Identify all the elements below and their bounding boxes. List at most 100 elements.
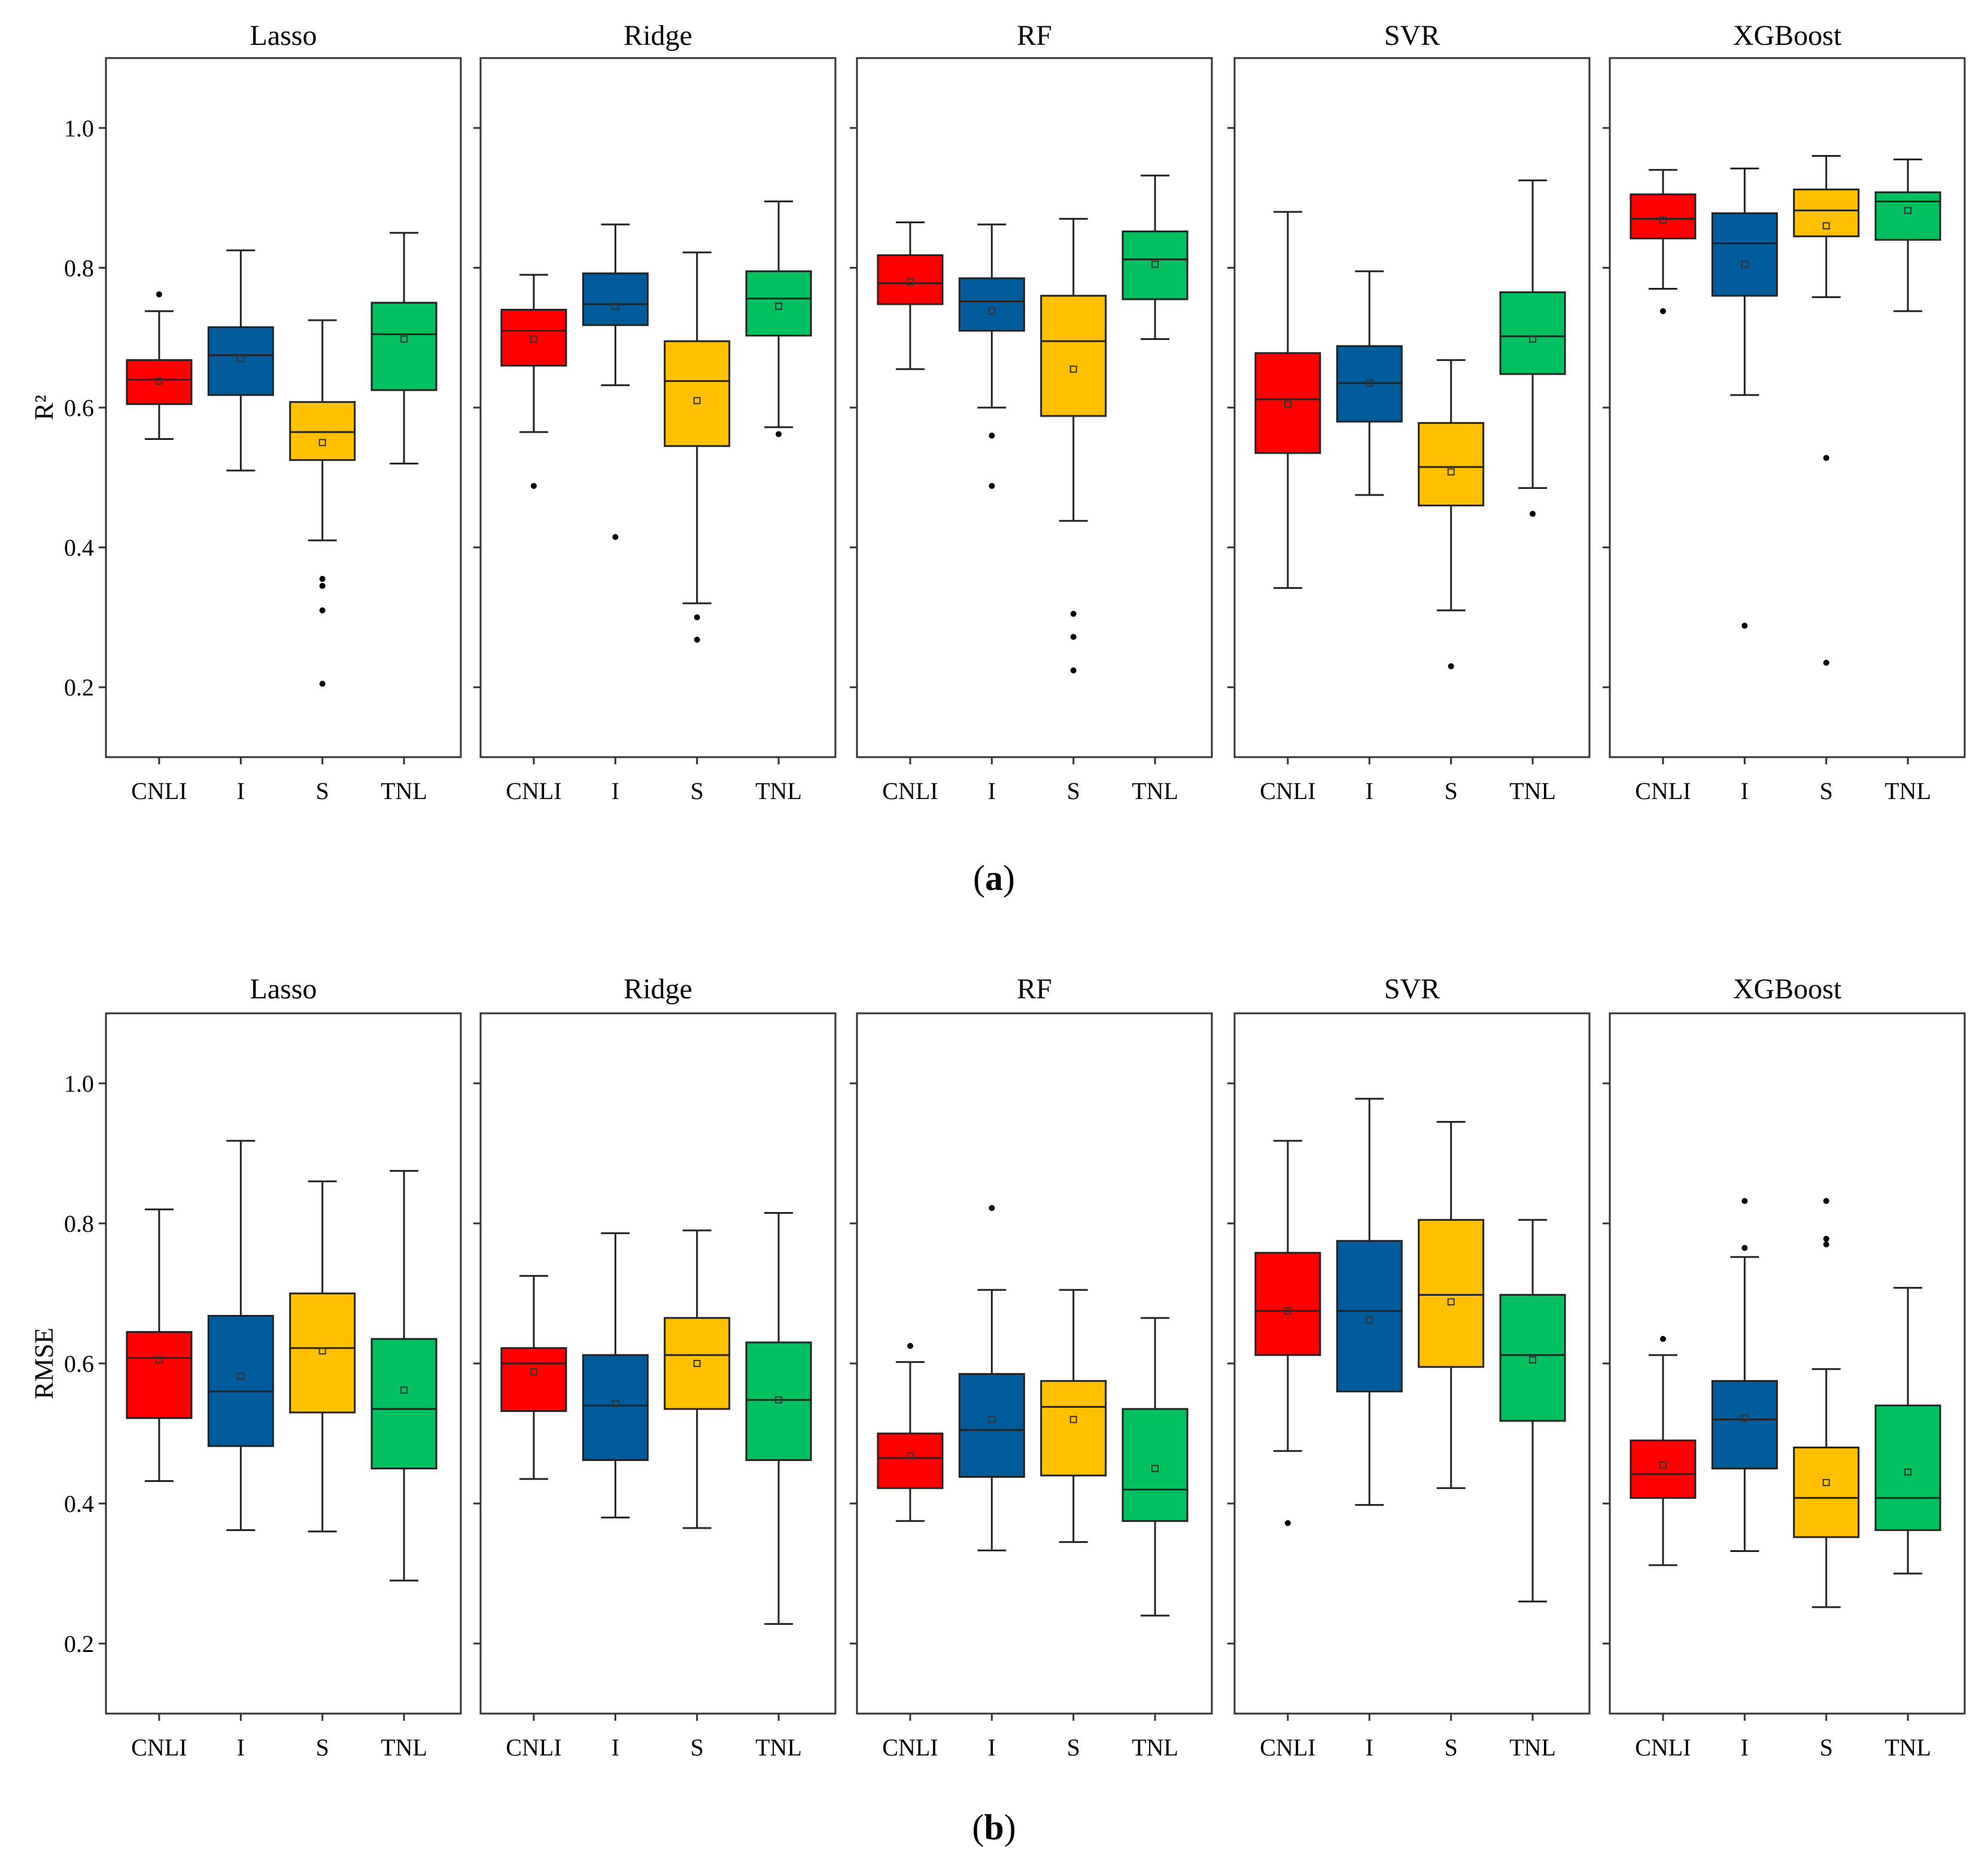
- box-iqr: [126, 1331, 193, 1419]
- y-tick-label: 1.0: [64, 115, 94, 142]
- mean-marker: [1366, 379, 1373, 387]
- box-iqr: [877, 1432, 944, 1489]
- x-tick-label: TNL: [381, 777, 427, 804]
- panel-lasso: Lasso 0.2 0.4 0.6 0.8 1.0 CNLI I S TNL: [64, 20, 462, 804]
- panel-title: Lasso: [250, 973, 317, 1005]
- outlier-point: [156, 291, 162, 297]
- x-tick-label: S: [1820, 777, 1833, 804]
- mean-marker: [530, 1368, 537, 1376]
- mean-marker: [1447, 468, 1455, 476]
- box-s: S: [1793, 155, 1860, 804]
- x-tick-label: S: [1820, 1734, 1833, 1761]
- outlier-point: [1070, 634, 1077, 640]
- panel-ridge: Ridge CNLI I S TNL: [473, 973, 837, 1761]
- box-iqr: [1040, 294, 1107, 417]
- mean-marker: [1151, 260, 1159, 268]
- chart-a-r2: R² Lasso 0.2 0.4 0.6 0.8 1.0 CNLI I S TNL Ridge CNLI…: [29, 20, 1966, 804]
- box-s: S: [1418, 359, 1485, 804]
- x-tick-label: I: [1741, 777, 1749, 804]
- panel-title: Lasso: [250, 20, 317, 51]
- caption-b: (b): [972, 1808, 1016, 1847]
- x-tick-label: S: [1445, 777, 1458, 804]
- mean-marker: [1366, 1316, 1373, 1324]
- mean-marker: [318, 1347, 326, 1354]
- x-tick-label: TNL: [1884, 777, 1931, 804]
- outlier-point: [1741, 1244, 1748, 1251]
- panel-title: SVR: [1384, 973, 1440, 1005]
- outlier-point: [1823, 660, 1829, 666]
- x-tick-label: S: [691, 777, 704, 804]
- box-tnl: TNL: [1499, 1219, 1566, 1761]
- box-i: I: [207, 249, 274, 804]
- x-tick-label: TNL: [755, 1734, 802, 1761]
- box-tnl: TNL: [1874, 158, 1941, 804]
- box-tnl: TNL: [1121, 1317, 1188, 1761]
- box-iqr: [1711, 1380, 1778, 1469]
- box-s: S: [1793, 1198, 1860, 1761]
- outlier-point: [1823, 1198, 1829, 1204]
- x-tick-label: TNL: [1132, 1734, 1178, 1761]
- box-i: I: [582, 223, 649, 804]
- outlier-point: [694, 614, 700, 621]
- x-tick-label: TNL: [381, 1734, 427, 1761]
- outlier-point: [1741, 622, 1748, 629]
- x-tick-label: S: [691, 1734, 704, 1761]
- x-tick-label: CNLI: [1260, 1734, 1315, 1761]
- box-s: S: [1040, 1289, 1107, 1761]
- mean-marker: [1741, 1414, 1749, 1422]
- box-cnli: CNLI: [1630, 169, 1697, 804]
- panel-svr: SVR CNLI I S TNL: [1227, 20, 1591, 804]
- y-tick-label: 0.8: [64, 1210, 94, 1237]
- box-tnl: TNL: [370, 232, 437, 804]
- outlier-point: [530, 482, 537, 489]
- panel-xgboost: XGBoost CNLI I S TNL: [1603, 20, 1966, 804]
- mean-marker: [906, 1452, 914, 1460]
- panel-rf: RF CNLI I S TNL: [850, 973, 1213, 1761]
- box-iqr: [370, 302, 437, 391]
- outlier-point: [1530, 511, 1536, 517]
- x-tick-label: I: [612, 1734, 619, 1761]
- box-s: S: [1040, 218, 1107, 804]
- panel-lasso: Lasso 0.2 0.4 0.6 0.8 1.0 CNLI I S TNL: [64, 973, 462, 1761]
- box-i: I: [1711, 1198, 1778, 1761]
- box-i: I: [1711, 168, 1778, 804]
- x-tick-label: CNLI: [1635, 1734, 1691, 1761]
- y-tick-label: 1.0: [64, 1070, 94, 1097]
- box-iqr: [1336, 1240, 1403, 1393]
- panel-title: Ridge: [624, 973, 692, 1005]
- x-tick-label: S: [316, 1734, 329, 1761]
- outlier-point: [1823, 1235, 1829, 1242]
- box-iqr: [1254, 1252, 1321, 1356]
- box-i: I: [582, 1232, 649, 1761]
- x-tick-label: I: [1366, 777, 1373, 804]
- box-tnl: TNL: [1121, 174, 1188, 804]
- box-iqr: [1874, 191, 1941, 241]
- box-cnli: CNLI: [1254, 211, 1321, 804]
- box-cnli: CNLI: [877, 221, 944, 804]
- y-tick-label: 0.2: [64, 1630, 94, 1657]
- box-iqr: [1254, 352, 1321, 454]
- mean-marker: [1069, 365, 1077, 373]
- y-axis-label: R²: [29, 395, 59, 421]
- box-iqr: [1121, 230, 1188, 300]
- outlier-point: [1284, 1520, 1291, 1526]
- box-iqr: [745, 1341, 812, 1461]
- outlier-point: [1448, 663, 1454, 670]
- box-tnl: TNL: [370, 1170, 437, 1761]
- x-tick-label: I: [988, 777, 996, 804]
- box-iqr: [289, 401, 356, 461]
- y-tick-label: 0.6: [64, 1350, 94, 1377]
- box-s: S: [664, 1229, 731, 1761]
- panel-title: RF: [1017, 20, 1052, 51]
- box-iqr: [126, 359, 193, 405]
- box-iqr: [958, 277, 1025, 332]
- box-iqr: [207, 1314, 274, 1447]
- mean-marker: [1904, 1468, 1912, 1476]
- y-tick-label: 0.4: [64, 534, 94, 561]
- box-cnli: CNLI: [126, 291, 193, 804]
- outlier-point: [319, 607, 326, 613]
- box-iqr: [1630, 1439, 1697, 1499]
- mean-marker: [1151, 1465, 1159, 1472]
- box-iqr: [1630, 193, 1697, 239]
